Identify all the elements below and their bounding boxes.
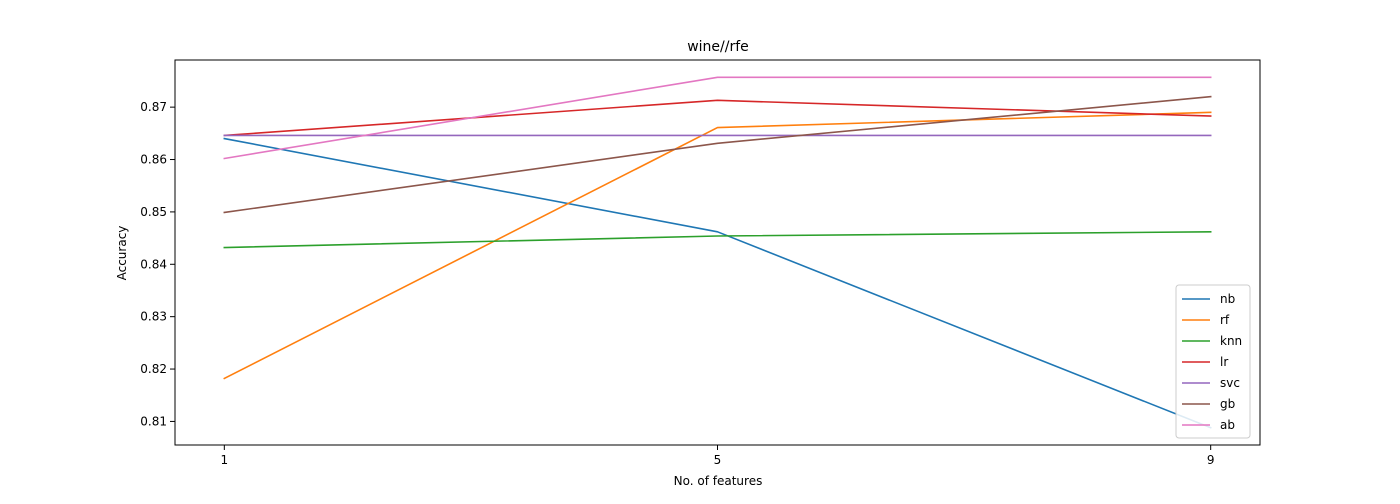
legend: nb rf knn lr svc gb ab [1175, 284, 1251, 439]
plot-area: 1 5 9 0.81 0.82 0.83 0.84 0.85 0.86 0.87 [140, 59, 1261, 467]
y-tick-label: 0.83 [140, 310, 167, 324]
x-tick-label: 9 [1207, 453, 1215, 467]
y-tick-label: 0.85 [140, 205, 167, 219]
x-tick-label: 5 [714, 453, 722, 467]
legend-label-svc: svc [1220, 376, 1240, 390]
legend-label-lr: lr [1220, 355, 1228, 369]
legend-label-knn: knn [1220, 334, 1242, 348]
series-line-knn [223, 231, 1212, 249]
legend-label-gb: gb [1220, 397, 1235, 411]
y-tick-label: 0.87 [140, 100, 167, 114]
legend-label-ab: ab [1220, 418, 1235, 432]
series-line-lr [223, 99, 1212, 137]
series-line-nb [223, 137, 1212, 429]
series-line-gb [223, 95, 1212, 214]
x-tick-label: 1 [220, 453, 228, 467]
legend-label-rf: rf [1220, 313, 1230, 327]
y-tick-label: 0.86 [140, 153, 167, 167]
series-line-rf [223, 111, 1212, 380]
y-tick-label: 0.82 [140, 362, 167, 376]
legend-label-nb: nb [1220, 292, 1235, 306]
legend-box [1175, 284, 1251, 439]
plot-frame [174, 59, 1261, 446]
y-axis-label: Accuracy [115, 226, 129, 281]
y-tick-label: 0.84 [140, 257, 167, 271]
chart-title: wine//rfe [687, 39, 749, 55]
x-axis-label: No. of features [674, 474, 763, 488]
series-line-ab [223, 76, 1212, 160]
y-tick-label: 0.81 [140, 414, 167, 428]
